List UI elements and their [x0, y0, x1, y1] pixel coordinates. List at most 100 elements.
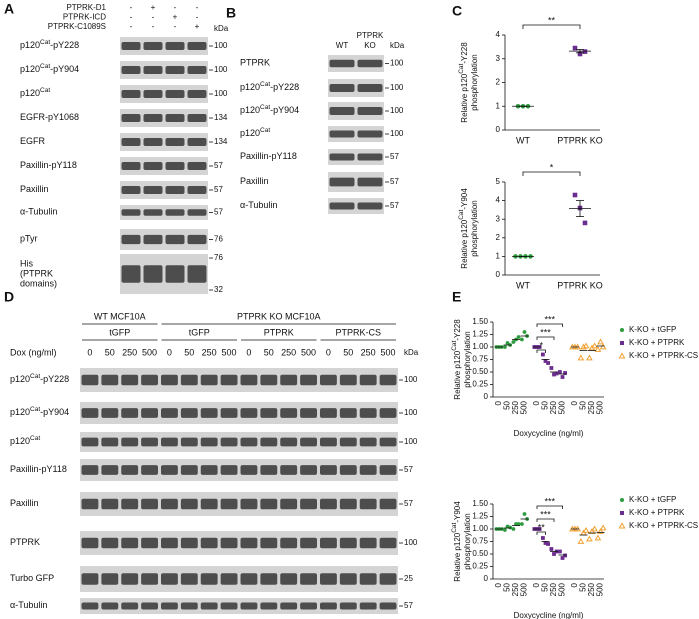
y-tick-label: 1 — [496, 101, 501, 110]
x-tick-label: 0 — [532, 582, 541, 587]
band — [339, 437, 357, 447]
band — [260, 573, 278, 585]
significance-bracket — [536, 505, 563, 509]
row-label: p120Cat-pY904 — [240, 104, 299, 115]
band — [329, 107, 355, 115]
data-point — [541, 352, 545, 357]
label-part: Cat — [30, 406, 40, 413]
data-point — [503, 345, 507, 349]
row-label: Paxillin-pY118 — [20, 160, 77, 170]
data-point — [582, 220, 588, 226]
label-part: Paxillin-pY118 — [20, 160, 77, 170]
y-axis-label: phosphorylation — [463, 331, 472, 387]
label-part: phosphorylation — [463, 331, 472, 387]
unit-label: kDa — [214, 24, 229, 33]
legend-label: K-KO + PTPRK — [629, 508, 685, 517]
row-label: p120Cat — [20, 87, 50, 98]
band — [165, 186, 185, 194]
label-part: p120 — [240, 82, 260, 92]
data-point — [599, 524, 607, 531]
band — [121, 465, 139, 475]
row-label: Turbo GFP — [10, 573, 54, 583]
dose-label: 250 — [202, 347, 217, 357]
significance-bracket — [536, 518, 555, 522]
y-tick-label: 0.50 — [472, 549, 488, 558]
label-part: Turbo GFP — [10, 573, 54, 583]
dose-label: 50 — [343, 347, 353, 357]
band — [101, 437, 119, 447]
lane-label: PTPRK — [357, 31, 384, 40]
band — [161, 602, 178, 610]
data-point — [543, 359, 548, 363]
band — [165, 209, 185, 216]
blot-strip — [328, 172, 384, 192]
band — [220, 408, 238, 418]
row-label: PTPRK — [10, 537, 40, 547]
band — [329, 130, 355, 138]
band — [260, 465, 278, 475]
band — [379, 465, 397, 475]
band — [260, 498, 278, 510]
label-part: Cat — [40, 87, 50, 94]
band — [339, 465, 357, 475]
band — [359, 408, 377, 418]
y-axis-label: Relative p120Cat-Y904 — [458, 188, 469, 269]
y-tick-label: 0 — [496, 125, 501, 134]
band — [161, 537, 178, 549]
cell-line-label: PTPRK KO MCF10A — [237, 311, 321, 321]
band — [121, 90, 141, 98]
band — [101, 374, 119, 386]
legend-label: K-KO + PTPRK-CS — [629, 351, 698, 360]
band — [141, 537, 158, 549]
marker-label: 100 — [390, 83, 404, 92]
data-point — [522, 512, 527, 516]
dose-label: 50 — [184, 347, 194, 357]
band — [260, 602, 278, 610]
band — [81, 498, 99, 510]
band — [300, 374, 317, 386]
band — [320, 408, 337, 418]
y-tick-label: 1.00 — [472, 524, 488, 533]
band — [81, 602, 99, 610]
significance-bracket — [536, 336, 555, 340]
band — [165, 265, 185, 283]
band — [357, 202, 383, 210]
marker-label: 25 — [404, 574, 413, 583]
data-point — [577, 354, 585, 361]
band — [359, 437, 377, 447]
band — [339, 602, 357, 610]
band — [143, 209, 163, 216]
dose-label: 0 — [246, 347, 251, 357]
band — [187, 265, 207, 283]
blot-strip — [80, 432, 398, 452]
band — [220, 602, 238, 610]
label-part: p120 — [20, 64, 40, 74]
band — [81, 408, 99, 418]
label-part: Relative p120 — [453, 350, 462, 399]
label-part: Cat — [451, 522, 458, 532]
significance-bracket — [536, 323, 563, 327]
marker-label: 57 — [214, 185, 223, 194]
band — [187, 114, 207, 122]
label-part: p120 — [10, 436, 30, 446]
band — [143, 90, 163, 98]
band — [357, 130, 383, 138]
label-part: -Y904 — [453, 501, 462, 523]
data-point — [541, 536, 545, 540]
band — [101, 465, 119, 475]
y-tick-label: 1.25 — [472, 512, 488, 521]
y-tick-label: 2 — [496, 233, 501, 242]
row-label: α-Tubulin — [240, 200, 277, 210]
label-part: -Y228 — [453, 319, 462, 341]
band — [240, 437, 258, 447]
band — [220, 465, 238, 475]
band — [165, 66, 185, 74]
band — [280, 465, 298, 475]
band — [187, 186, 207, 194]
marker-label: 57 — [404, 499, 413, 508]
x-tick-label: 250 — [587, 400, 596, 414]
label-part: phosphorylation — [470, 200, 479, 256]
band — [121, 186, 141, 194]
data-point — [505, 341, 510, 345]
band — [357, 153, 383, 161]
